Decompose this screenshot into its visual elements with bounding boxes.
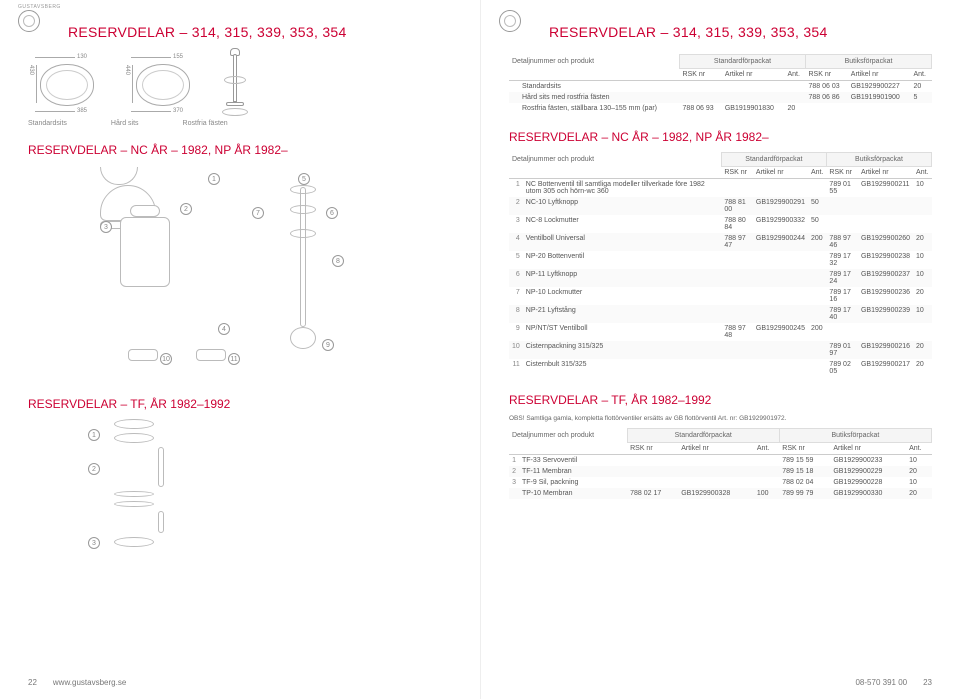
table-row: 5NP-20 Bottenventil789 17 32GB1929900238… — [509, 251, 932, 269]
col-group-std: Standardförpackat — [627, 429, 779, 443]
col-rsk2: RSK nr — [805, 69, 847, 81]
dim-h: 430 — [28, 65, 37, 103]
table-row: 2NC-10 Lyftknopp788 81 00GB192990029150 — [509, 197, 932, 215]
callout-11: 11 — [228, 353, 240, 365]
col-art: Artikel nr — [722, 69, 785, 81]
col-art: Artikel nr — [678, 443, 754, 455]
table-row: 4Ventilboll Universal788 97 47GB19299002… — [509, 233, 932, 251]
dim-w: 370 — [173, 108, 183, 114]
diagram-labels: Standardsits Hård sits Rostfria fästen — [28, 120, 452, 127]
col-group-butik: Butiksförpackat — [779, 429, 931, 443]
col-product: Detaljnummer och produkt — [509, 55, 680, 81]
subtitle-nc-np: RESERVDELAR – NC ÅR – 1982, NP ÅR 1982– — [28, 143, 452, 157]
std-label: Standardsits — [28, 120, 67, 127]
callout-9: 9 — [322, 339, 334, 351]
col-art2: Artikel nr — [858, 167, 913, 179]
col-ant2: Ant. — [913, 167, 931, 179]
table-row: 2TF-11 Membran789 15 18GB192990022920 — [509, 466, 932, 477]
footer-url: www.gustavsberg.se — [53, 678, 126, 687]
col-art: Artikel nr — [753, 167, 808, 179]
col-ant: Ant. — [784, 69, 805, 81]
col-rsk2: RSK nr — [826, 167, 858, 179]
hard-seat-diagram: 155 440 370 — [124, 54, 190, 114]
table-row: 3TF-9 Sil, packning788 02 04GB1929900228… — [509, 477, 932, 488]
exploded-view-1: 1 5 2 3 7 6 8 4 9 10 11 — [100, 167, 380, 367]
table-row: 9NP/NT/ST Ventilboll788 97 48GB192990024… — [509, 323, 932, 341]
page-title: RESERVDELAR – 314, 315, 339, 353, 354 — [549, 24, 932, 40]
anchor-icon — [18, 10, 40, 32]
col-product: Detaljnummer och produkt — [509, 429, 627, 455]
col-product: Detaljnummer och produkt — [509, 153, 721, 179]
anchor-icon — [499, 10, 521, 32]
exploded-view-2: 1 2 3 — [88, 419, 208, 579]
dim-w: 385 — [77, 108, 87, 114]
table-seats: Detaljnummer och produkt Standardförpack… — [509, 54, 932, 114]
table-row: Standardsits788 06 03GB192990022720 — [509, 81, 932, 93]
callout-tf-1: 1 — [88, 429, 100, 441]
page-number: 22 — [28, 678, 37, 687]
footer-left: 22 www.gustavsberg.se — [28, 678, 126, 687]
col-group-butik: Butiksförpackat — [805, 55, 931, 69]
bolt-diagram — [220, 54, 250, 114]
callout-4: 4 — [218, 323, 230, 335]
dim-h: 440 — [124, 65, 133, 103]
col-rsk: RSK nr — [680, 69, 722, 81]
obs-note: OBS! Samtliga gamla, kompletta flottörve… — [509, 415, 932, 422]
page-title: RESERVDELAR – 314, 315, 339, 353, 354 — [68, 24, 452, 40]
col-art2: Artikel nr — [830, 443, 906, 455]
col-ant: Ant. — [808, 167, 826, 179]
callout-6: 6 — [326, 207, 338, 219]
col-group-butik: Butiksförpackat — [826, 153, 931, 167]
col-rsk: RSK nr — [721, 167, 753, 179]
std-seat-diagram: 130 430 385 — [28, 54, 94, 114]
hard-label: Hård sits — [111, 120, 139, 127]
subtitle-tf: RESERVDELAR – TF, ÅR 1982–1992 — [28, 397, 452, 411]
spread: GUSTAVSBERG RESERVDELAR – 314, 315, 339,… — [0, 0, 960, 699]
callout-2: 2 — [180, 203, 192, 215]
brand-logo: GUSTAVSBERG — [18, 10, 40, 34]
table-row: 1TF-33 Servoventil789 15 59GB19299002331… — [509, 455, 932, 467]
subtitle-nc-np: RESERVDELAR – NC ÅR – 1982, NP ÅR 1982– — [509, 130, 932, 144]
callout-7: 7 — [252, 207, 264, 219]
table-row: 8NP-21 Lyftstång789 17 40GB192990023910 — [509, 305, 932, 323]
subtitle-tf: RESERVDELAR – TF, ÅR 1982–1992 — [509, 393, 932, 407]
page-number: 23 — [923, 678, 932, 687]
table-row: 11Cisternbult 315/325789 02 05GB19299002… — [509, 359, 932, 377]
bolt-label: Rostfria fästen — [183, 120, 228, 127]
table-row: 1NC Bottenventil till samtliga modeller … — [509, 179, 932, 198]
callout-tf-3: 3 — [88, 537, 100, 549]
col-group-std: Standardförpackat — [721, 153, 826, 167]
table-tf: Detaljnummer och produkt Standardförpack… — [509, 428, 932, 499]
page-right: RESERVDELAR – 314, 315, 339, 353, 354 De… — [480, 0, 960, 699]
seat-outline — [136, 64, 190, 106]
footer-right: 08-570 391 00 23 — [855, 678, 932, 687]
table-nc-np: Detaljnummer och produkt Standardförpack… — [509, 152, 932, 377]
page-left: GUSTAVSBERG RESERVDELAR – 314, 315, 339,… — [0, 0, 480, 699]
callout-8: 8 — [332, 255, 344, 267]
callout-1: 1 — [208, 173, 220, 185]
footer-tel: 08-570 391 00 — [855, 678, 907, 687]
col-art2: Artikel nr — [848, 69, 911, 81]
callout-10: 10 — [160, 353, 172, 365]
col-ant2: Ant. — [906, 443, 931, 455]
col-ant: Ant. — [754, 443, 779, 455]
brand-text: GUSTAVSBERG — [18, 4, 61, 10]
seat-outline — [40, 64, 94, 106]
col-ant2: Ant. — [910, 69, 931, 81]
callout-3: 3 — [100, 221, 112, 233]
col-rsk2: RSK nr — [779, 443, 830, 455]
table-row: 6NP-11 Lyftknopp789 17 24GB192990023710 — [509, 269, 932, 287]
callout-tf-2: 2 — [88, 463, 100, 475]
col-rsk: RSK nr — [627, 443, 678, 455]
col-group-std: Standardförpackat — [680, 55, 806, 69]
seat-diagrams: 130 430 385 155 440 370 — [28, 54, 452, 114]
table-row: 7NP-10 Lockmutter789 17 16GB192990023620 — [509, 287, 932, 305]
table-row: Rostfria fästen, ställbara 130–155 mm (p… — [509, 103, 932, 114]
table-row: Hård sits med rostfria fästen788 06 86GB… — [509, 92, 932, 103]
callout-5: 5 — [298, 173, 310, 185]
table-row: 10Cisternpackning 315/325789 01 97GB1929… — [509, 341, 932, 359]
table-row: 3NC-8 Lockmutter788 80 84GB192990033250 — [509, 215, 932, 233]
brand-logo — [499, 10, 521, 34]
table-row: TP-10 Membran788 02 17GB1929900328100789… — [509, 488, 932, 499]
